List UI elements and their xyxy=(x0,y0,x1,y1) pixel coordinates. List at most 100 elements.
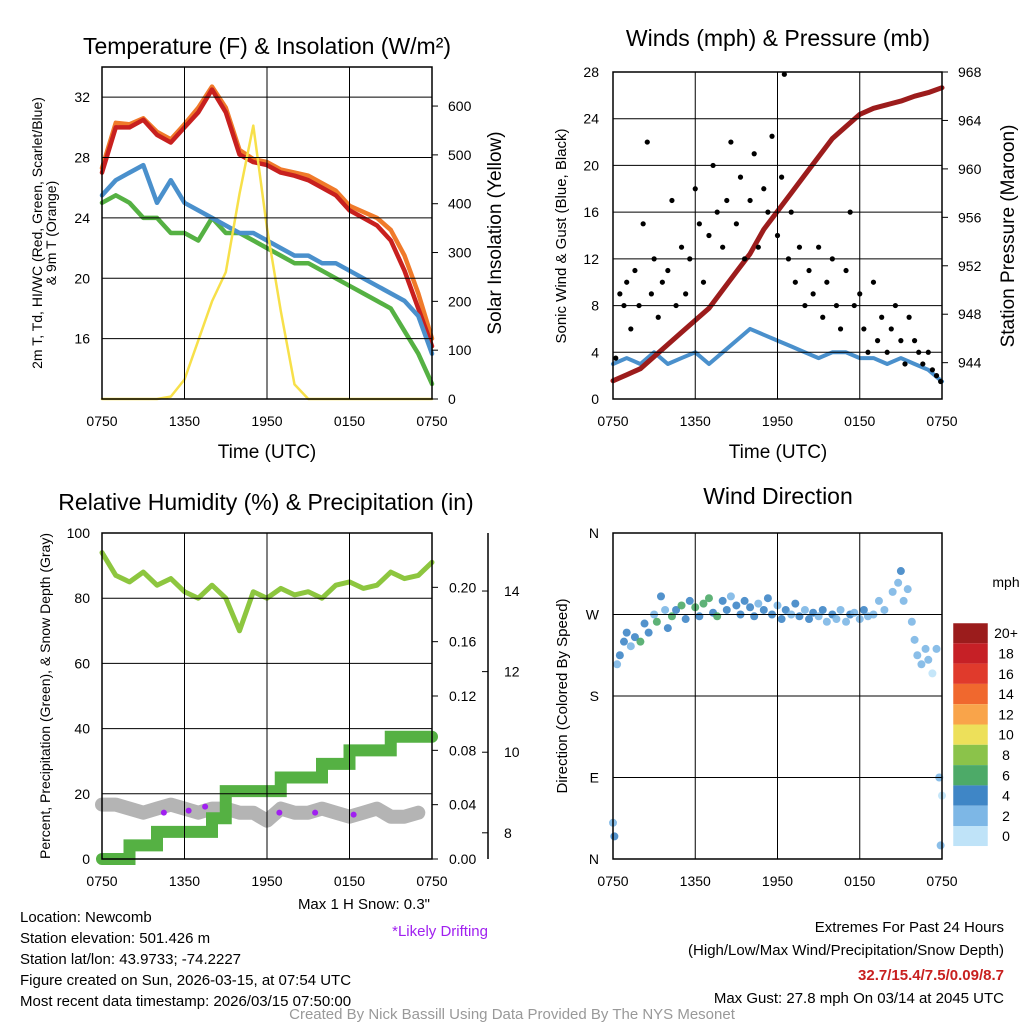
wind-direction-point xyxy=(704,594,713,603)
wind-chart-title: Winds (mph) & Pressure (mb) xyxy=(626,25,930,51)
wind-gust-point xyxy=(655,314,661,320)
colorbar-swatch xyxy=(953,704,988,725)
wind-direction-point xyxy=(718,596,727,605)
wind-direction-point xyxy=(917,660,926,669)
wind-chart-xtick-label: 1350 xyxy=(680,413,711,429)
wind-direction-point xyxy=(791,599,800,608)
dir-chart-ytick-label: N xyxy=(589,851,599,867)
extremes-subtitle: (High/Low/Max Wind/Precipitation/Snow De… xyxy=(688,942,1004,959)
wind-gust-point xyxy=(613,355,619,361)
temp-chart-ylabel-right: Solar Insolation (Yellow) xyxy=(485,131,506,334)
wind-chart-ytick-right-label: 948 xyxy=(958,306,982,322)
wind-chart-ytick-right-label: 964 xyxy=(958,112,982,128)
temp-chart-ytick-right-label: 200 xyxy=(448,293,472,309)
wind-direction-point xyxy=(750,612,759,621)
wind-gust-point xyxy=(911,338,918,344)
wind-direction-point xyxy=(832,615,841,624)
dir-chart-xtick-label: 1950 xyxy=(762,873,793,889)
wind-gust-point xyxy=(648,291,654,297)
wind-direction-point xyxy=(610,832,619,841)
temp-chart-plot-frame xyxy=(101,66,433,400)
wind-direction-point xyxy=(619,637,628,646)
colorbar-swatch xyxy=(953,663,988,684)
wind-chart-ytick-right-label: 960 xyxy=(958,161,982,177)
temp-chart-ylabel-2: & 9m T (Orange) xyxy=(43,181,59,286)
wind-gust-point xyxy=(751,151,757,157)
wind-direction-point xyxy=(894,578,903,587)
rh-chart-ytick-label: 20 xyxy=(74,786,90,802)
rh-chart-ytick-label: 100 xyxy=(67,525,91,541)
colorbar-label: 0 xyxy=(1002,828,1010,844)
wind-gust-point xyxy=(806,267,812,274)
wind-direction-point xyxy=(836,605,845,614)
rh-chart-ytick-label: 60 xyxy=(74,655,90,671)
wind-chart-ytick-label: 12 xyxy=(583,251,599,267)
colorbar-swatch xyxy=(953,805,988,826)
wind-direction-point xyxy=(672,605,681,614)
wind-gust-point xyxy=(929,367,936,373)
wind-gust-point xyxy=(644,139,650,145)
wind-direction-point xyxy=(924,655,933,664)
wind-direction-point xyxy=(913,651,922,660)
wind-gust-point xyxy=(824,279,830,285)
wind-gust-point xyxy=(792,279,798,285)
wind-gust-point xyxy=(920,361,926,367)
wind-direction-point xyxy=(910,635,919,644)
wind-chart-ylabel-right: Station Pressure (Maroon) xyxy=(998,125,1019,348)
colorbar-swatch xyxy=(953,785,988,806)
wind-chart-xlabel: Time (UTC) xyxy=(729,442,828,463)
colorbar-swatch xyxy=(953,683,988,705)
dir-chart-ylabel: Direction (Colored By Speed) xyxy=(554,598,571,793)
wind-direction-point xyxy=(899,596,908,605)
wind-direction-point xyxy=(726,592,735,601)
wind-direction-point xyxy=(732,601,741,610)
wind-direction-point xyxy=(656,592,665,601)
wind-direction-point xyxy=(800,605,809,614)
wind-gust-point xyxy=(933,373,940,379)
latlon-text: Station lat/lon: 43.9733; -74.2227 xyxy=(20,951,241,968)
wind-direction-point xyxy=(722,605,731,614)
temp-chart-ytick-right-label: 500 xyxy=(448,147,472,163)
wind-gust-point xyxy=(755,244,761,250)
dir-chart-xtick-label: 1350 xyxy=(680,873,711,889)
wind-gust-point xyxy=(874,338,881,344)
wind-direction-point xyxy=(613,660,622,669)
wind-chart-plot-frame xyxy=(612,71,943,400)
wind-chart-ytick-label: 8 xyxy=(591,298,599,314)
dir-chart-ytick-label: N xyxy=(589,525,599,541)
wind-gust-point xyxy=(733,221,739,227)
wind-gust-point xyxy=(879,314,885,320)
wind-gust-point xyxy=(888,326,894,332)
colorbar-label: 16 xyxy=(998,666,1014,682)
wind-chart-ytick-right-label: 968 xyxy=(958,64,982,80)
wind-gust-point xyxy=(700,279,707,285)
dir-chart-xtick-label: 0150 xyxy=(844,873,875,889)
wind-chart-xtick-label: 0750 xyxy=(597,413,628,429)
wind-direction-point xyxy=(622,628,631,637)
extremes-title: Extremes For Past 24 Hours xyxy=(815,919,1004,936)
wind-direction-point xyxy=(818,605,827,614)
wind-gust-point xyxy=(617,291,623,297)
wind-direction-point xyxy=(630,633,639,642)
colorbar-label: 20+ xyxy=(994,625,1018,641)
rh-chart-ytick-label: 40 xyxy=(74,721,90,737)
temp-chart-xtick-label: 0750 xyxy=(86,413,117,429)
temp-chart-ytick-right-label: 300 xyxy=(448,245,472,261)
dir-chart-ytick-label: S xyxy=(590,688,599,704)
wind-gust-point xyxy=(696,221,702,227)
wind-gust-point xyxy=(720,244,726,250)
rh-chart-ytick-label: 0 xyxy=(82,851,90,867)
wind-direction-point xyxy=(699,599,708,608)
wind-gust-point xyxy=(902,361,908,367)
wind-direction-point xyxy=(928,669,937,678)
wind-gust-point xyxy=(796,244,803,250)
drifting-snow-point xyxy=(185,807,192,814)
wind-gust-point xyxy=(837,326,844,332)
precip-axis-label: 0.04 xyxy=(449,797,476,813)
rh-chart-xtick-label: 1350 xyxy=(169,873,200,889)
colorbar-swatch xyxy=(953,765,988,786)
temp-chart-ytick-label: 24 xyxy=(74,210,90,226)
wind-direction-point xyxy=(661,605,670,614)
wind-chart-xtick-label: 1950 xyxy=(762,413,793,429)
